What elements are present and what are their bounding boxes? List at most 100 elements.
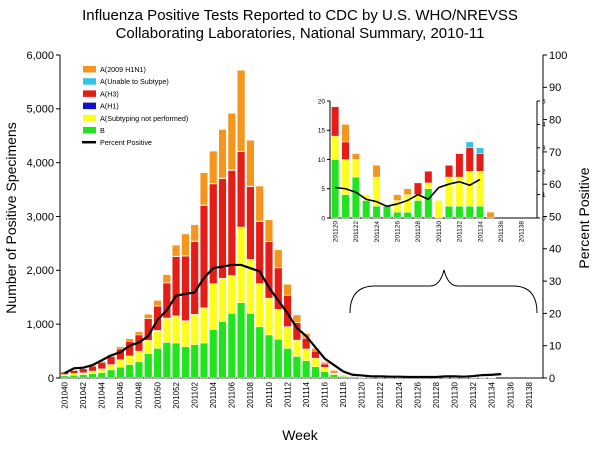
bar-b-201051 (162, 342, 171, 379)
bar-b-201044 (97, 372, 106, 379)
bar-a-h3-201121 (341, 141, 350, 160)
y2-tick-label: 40 (549, 244, 561, 256)
chart-title: Influenza Positive Tests Reported to CDC… (82, 7, 518, 42)
inset-plot: 0 5 10 15 20 0 1 2 3 4 5 201120 201122 201124 201126 20… (318, 98, 546, 242)
bar-b-201124 (372, 206, 381, 219)
x-tick-label: 201136 (506, 381, 515, 408)
x-tick-label: 201126 (395, 221, 402, 243)
bar-a-2009-h1n1-201050 (153, 300, 162, 307)
legend-swatch-b (83, 127, 96, 134)
y-tick-label: 15 (318, 128, 326, 135)
bar-a-unable-to-subtype-201134 (476, 147, 485, 154)
bar-b-201048 (134, 361, 143, 379)
bar-a-h3-201117 (330, 371, 339, 373)
x-tick-label: 201120 (358, 381, 367, 408)
bar-a-subtyping-not-performed-201047 (125, 355, 134, 365)
y2-tick-label: 70 (549, 147, 561, 159)
bar-b-201131 (445, 206, 453, 219)
bar-a-2009-h1n1-201104 (209, 150, 218, 184)
y2-tick-label: 2 (542, 168, 546, 175)
y2-axis-title: Percent Positive (576, 167, 592, 268)
bar-a-h3-201129 (424, 170, 433, 184)
x-tick-label: 201040 (60, 381, 69, 408)
bar-b-201047 (125, 364, 134, 379)
bar-a-h3-201128 (414, 182, 422, 195)
bar-b-201102 (190, 344, 199, 379)
bar-a-2009-h1n1-201048 (134, 331, 143, 336)
bar-a-subtyping-not-performed-201109 (255, 283, 264, 328)
x-tick-label: 201114 (302, 381, 311, 407)
y2-tick-label: 100 (549, 50, 567, 62)
x-tick-label: 201112 (283, 381, 292, 407)
bar-a-subtyping-not-performed-201104 (209, 283, 218, 330)
x-tick-label: 201132 (469, 381, 478, 408)
y-tick-label: 4,000 (26, 158, 54, 170)
bar-a-2009-h1n1-201112 (283, 284, 292, 296)
bar-a-2009-h1n1-201110 (264, 219, 273, 242)
bar-b-201046 (116, 367, 125, 379)
y-tick-label: 3,000 (26, 211, 54, 223)
legend-label-a-2009-h1n1: A(2009 H1N1) (100, 65, 146, 74)
bar-a-h3-201131 (445, 165, 453, 178)
bar-a-2009-h1n1-201052 (172, 245, 181, 257)
x-tick-label: 201124 (395, 381, 404, 408)
bar-a-2009-h1n1-201135 (486, 211, 495, 219)
bar-a-subtyping-not-performed-201102 (190, 314, 199, 345)
bar-b-201125 (383, 206, 391, 219)
bar-b-201133 (465, 206, 474, 219)
bar-b-201050 (153, 348, 162, 379)
bar-b-201118 (339, 376, 348, 379)
callout-brace (349, 269, 538, 314)
legend-swatch-a-unable-to-subtype (83, 78, 96, 85)
bar-a-subtyping-not-performed-201112 (283, 326, 292, 349)
y2-tick-label: 3 (542, 145, 546, 152)
x-tick-label: 201050 (153, 381, 162, 408)
x-tick-label: 201106 (228, 381, 237, 408)
x-tick-label: 201044 (98, 381, 107, 408)
y-tick-label: 20 (318, 98, 326, 105)
bar-a-2009-h1n1-201107 (237, 70, 246, 152)
bar-a-subtyping-not-performed-201131 (445, 176, 453, 207)
bar-b-201045 (107, 369, 116, 379)
bar-a-subtyping-not-performed-201050 (153, 330, 162, 349)
bar-b-201117 (330, 374, 339, 379)
bar-b-201129 (424, 188, 433, 219)
main-plot: 01,0002,0003,0004,0005,0006,000010203040… (26, 50, 567, 409)
bar-b-201120 (331, 159, 340, 219)
x-tick-label: 201052 (172, 381, 181, 408)
chart-title-line-2: Collaborating Laboratories, National Sum… (116, 25, 485, 42)
bar-b-201040 (60, 375, 69, 379)
x-tick-label: 201138 (519, 221, 526, 243)
y-tick-label: 1,000 (26, 319, 54, 331)
bar-b-201101 (181, 346, 190, 379)
bar-a-2009-h1n1-201046 (116, 346, 125, 350)
bar-b-201122 (351, 176, 360, 219)
x-tick-label: 201138 (525, 381, 534, 408)
bar-b-201043 (88, 373, 97, 379)
x-tick-label: 201110 (265, 381, 274, 407)
bar-a-subtyping-not-performed-201049 (144, 340, 153, 354)
bar-b-201128 (414, 200, 422, 219)
bar-b-201111 (274, 339, 283, 379)
legend-label-a-subtyping-not-performed: A(Subtyping not performed) (100, 114, 188, 123)
x-tick-label: 201130 (451, 381, 460, 408)
y-tick-label: 5 (321, 186, 325, 193)
y2-tick-label: 80 (549, 114, 561, 126)
line-percent-positive (64, 263, 502, 379)
bar-b-201041 (69, 375, 78, 379)
y2-tick-label: 1 (542, 192, 546, 199)
bar-a-h3-201133 (465, 147, 474, 172)
legend-label-percent-positive: Percent Positive (100, 138, 152, 147)
bar-a-h3-201101 (181, 255, 190, 321)
bar-a-h3-201103 (199, 205, 208, 308)
bar-a-subtyping-not-performed-201116 (320, 367, 329, 372)
legend-label-b: B (100, 126, 105, 135)
bar-a-subtyping-not-performed-201117 (330, 372, 339, 375)
x-tick-label: 201042 (79, 381, 88, 408)
bar-b-201042 (79, 374, 88, 379)
bar-a-h3-201044 (97, 362, 106, 370)
chart-title-line-1: Influenza Positive Tests Reported to CDC… (82, 7, 518, 24)
y-tick-label: 6,000 (26, 50, 54, 62)
bar-b-201127 (403, 211, 412, 219)
